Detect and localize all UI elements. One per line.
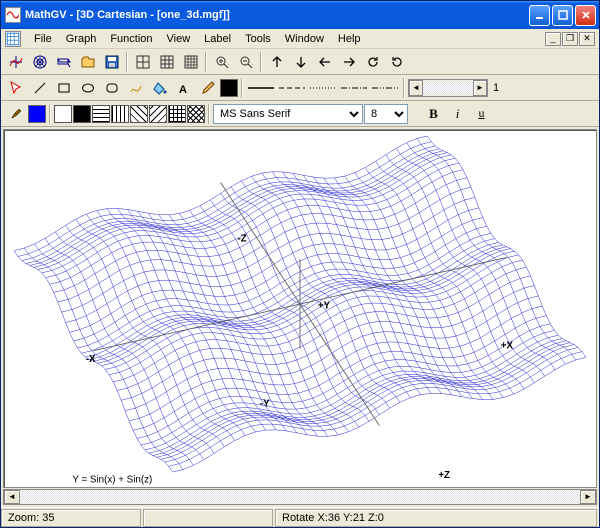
menu-help[interactable]: Help [331,31,368,47]
ellipse-icon[interactable] [76,77,99,99]
rect-icon[interactable] [52,77,75,99]
arrow-up-icon[interactable] [265,51,288,73]
svg-text:-Y: -Y [260,399,270,410]
toolbar-draw: A ◄► 1 [1,75,599,101]
svg-text:Y = Sin(x) + Sin(z): Y = Sin(x) + Sin(z) [72,475,152,486]
pattern-vert[interactable] [111,105,129,123]
arrow-down-icon[interactable] [289,51,312,73]
italic-button[interactable]: i [446,103,469,125]
menu-graph[interactable]: Graph [59,31,104,47]
maximize-button[interactable] [552,5,573,26]
minimize-button[interactable] [529,5,550,26]
pattern-diag1[interactable] [130,105,148,123]
arrow-right-icon[interactable] [337,51,360,73]
line-icon[interactable] [28,77,51,99]
brush-icon[interactable] [4,103,27,125]
zoom-out-icon[interactable] [234,51,257,73]
line-solid[interactable] [246,79,276,97]
statusbar: Zoom: 35 Rotate X:36 Y:21 Z:0 [1,507,599,527]
pattern-horiz[interactable] [92,105,110,123]
pointer-icon[interactable] [4,77,27,99]
open-icon[interactable] [76,51,99,73]
status-zoom: Zoom: 35 [1,509,141,527]
mdi-doc-icon[interactable] [5,31,21,47]
line-dashdotdot[interactable] [370,79,400,97]
pattern-none[interactable] [54,105,72,123]
new-3d-icon[interactable] [52,51,75,73]
mdi-minimize-button[interactable]: _ [545,32,561,46]
grid-3x3-icon[interactable] [155,51,178,73]
zoom-in-icon[interactable] [210,51,233,73]
font-size-select[interactable]: 8 [364,104,408,124]
pencil-icon[interactable] [196,77,219,99]
menu-window[interactable]: Window [278,31,331,47]
freehand-icon[interactable] [124,77,147,99]
grid-4x4-icon[interactable] [179,51,202,73]
mdi-restore-button[interactable]: ❐ [562,32,578,46]
underline-button[interactable]: u [470,103,493,125]
mdi-close-button[interactable]: ✕ [579,32,595,46]
pattern-cross[interactable] [168,105,186,123]
font-name-select[interactable]: MS Sans Serif [213,104,363,124]
new-2d-icon[interactable] [4,51,27,73]
rotate-ccw-icon[interactable] [361,51,384,73]
line-dash[interactable] [277,79,307,97]
arrow-left-icon[interactable] [313,51,336,73]
toolbar-fill: MS Sans Serif 8 B i u [1,101,599,127]
new-polar-icon[interactable] [28,51,51,73]
line-dashdot[interactable] [339,79,369,97]
color-swatch-blue[interactable] [28,105,46,123]
horizontal-scrollbar[interactable]: ◄► [3,489,597,505]
close-button[interactable] [575,5,596,26]
pattern-solid[interactable] [73,105,91,123]
menu-tools[interactable]: Tools [238,31,278,47]
menubar: FileGraphFunctionViewLabelToolsWindowHel… [1,29,599,49]
grid-2x2-icon[interactable] [131,51,154,73]
svg-text:A: A [179,84,187,96]
menu-file[interactable]: File [27,31,59,47]
menu-function[interactable]: Function [103,31,159,47]
title-text: MathGV - [3D Cartesian - [one_3d.mgf]] [25,9,529,21]
status-rotate: Rotate X:36 Y:21 Z:0 [275,509,597,527]
toolbar-main [1,49,599,75]
svg-text:+Z: +Z [438,470,450,481]
fill-icon[interactable] [148,77,171,99]
width-scroller[interactable]: ◄► [408,79,488,97]
svg-text:+Y: +Y [318,301,331,312]
svg-text:-X: -X [86,354,96,365]
menu-label[interactable]: Label [197,31,238,47]
bold-button[interactable]: B [422,103,445,125]
svg-text:-Z: -Z [238,234,247,245]
text-icon[interactable]: A [172,77,195,99]
line-dot[interactable] [308,79,338,97]
menu-view[interactable]: View [160,31,198,47]
titlebar: MathGV - [3D Cartesian - [one_3d.mgf]] [1,1,599,29]
save-icon[interactable] [100,51,123,73]
color-swatch-black[interactable] [220,79,238,97]
width-value: 1 [489,82,503,94]
pattern-diagcross[interactable] [187,105,205,123]
pattern-diag2[interactable] [149,105,167,123]
plot-canvas[interactable]: -Z +Z -X +X -Y +Y Y = Sin(x) + Sin(z) [3,129,597,488]
rounded-rect-icon[interactable] [100,77,123,99]
rotate-cw-icon[interactable] [385,51,408,73]
svg-text:+X: +X [501,341,514,352]
app-icon [5,7,21,23]
